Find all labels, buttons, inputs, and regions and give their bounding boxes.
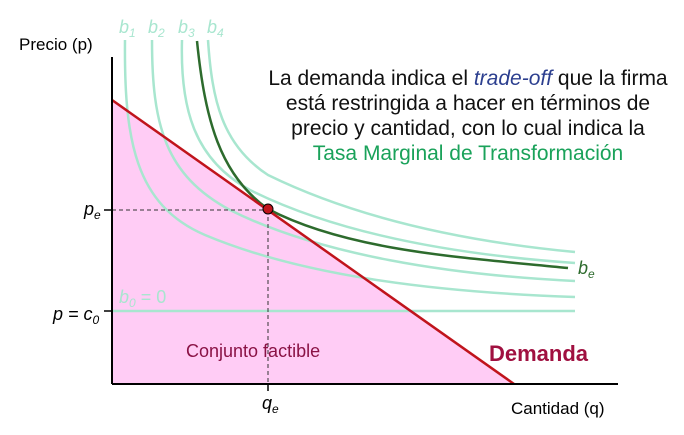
isoprofit-curve-b4	[206, 39, 576, 254]
curve-label-b2: b2	[148, 17, 165, 40]
demand-line	[111, 98, 515, 386]
annotation-trade-off: trade-off	[473, 67, 553, 90]
tick-label-pe: pe	[83, 199, 101, 222]
demand-label: Demanda	[489, 341, 589, 366]
annotation-part-1: La demanda indica el	[268, 67, 474, 90]
curve-label-b0: b0 = 0	[119, 287, 166, 310]
y-axis-label: Precio (p)	[19, 35, 93, 54]
curve-label-be: be	[578, 258, 595, 281]
isoprofit-curve-be	[195, 40, 569, 270]
annotation-part-3: que la firma está restringida a hacer en…	[285, 67, 668, 140]
feasible-set-label: Conjunto factible	[186, 341, 320, 361]
curve-label-b3: b3	[178, 17, 195, 40]
isoprofit-curve-b2	[150, 39, 576, 283]
annotation-text: La demanda indica el trade-off que la fi…	[268, 66, 668, 166]
equilibrium-point	[262, 203, 274, 215]
isoprofit-curve-b1	[123, 39, 576, 299]
tick-label-p-c0: p = c0	[52, 304, 100, 327]
annotation-tmt: Tasa Marginal de Transformación	[312, 142, 624, 165]
x-axis-label: Cantidad (q)	[511, 399, 605, 418]
isoprofit-curve-b3	[180, 39, 576, 265]
tick-label-qe: qe	[262, 393, 279, 416]
curve-label-b1: b1	[119, 17, 136, 40]
curve-label-b4: b4	[207, 17, 224, 40]
